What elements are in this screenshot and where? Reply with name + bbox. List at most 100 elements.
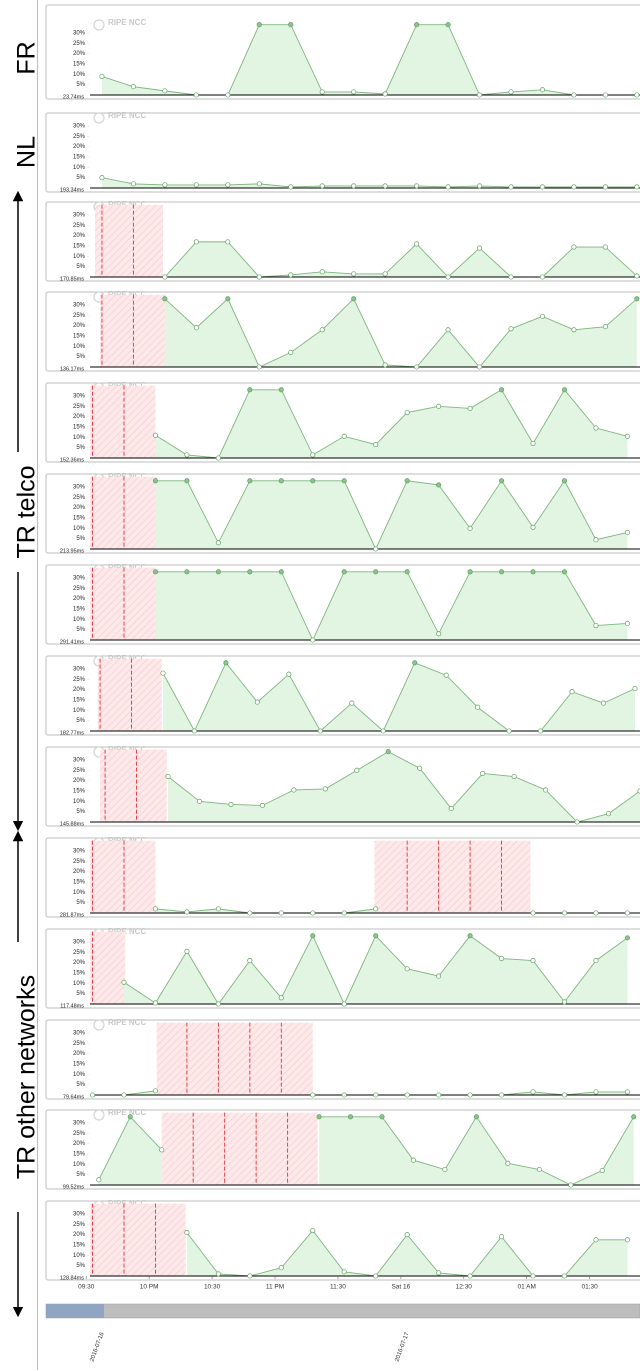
y-tick-label: 10%: [73, 708, 86, 714]
baseline-label: 117.48ms: [60, 1003, 84, 1009]
data-point: [215, 1001, 221, 1007]
data-point: [467, 569, 473, 575]
y-tick-label: 5%: [76, 627, 85, 633]
data-point: [632, 686, 638, 692]
data-point: [600, 700, 607, 706]
data-point: [310, 1092, 316, 1098]
data-point: [184, 569, 190, 575]
baseline-label: 145.88ms: [60, 821, 84, 827]
data-point: [404, 569, 410, 575]
data-point: [317, 728, 323, 734]
y-tick-label: 5%: [76, 82, 85, 88]
y-tick-label: 10%: [73, 1253, 86, 1259]
data-point: [319, 183, 325, 189]
data-point: [605, 811, 612, 817]
data-point: [475, 704, 481, 710]
data-point: [599, 1167, 605, 1174]
data-point: [341, 569, 347, 575]
data-point: [256, 364, 262, 370]
loss-area: [92, 1090, 156, 1095]
loss-area: [155, 571, 628, 640]
data-point: [99, 175, 105, 181]
timeline-track[interactable]: [45, 1303, 640, 1319]
data-point: [382, 183, 388, 189]
data-point: [193, 239, 199, 245]
data-point: [445, 22, 451, 28]
data-point: [499, 478, 505, 484]
data-point: [624, 620, 630, 627]
y-tick-label: 5%: [76, 445, 85, 451]
y-tick-label: 25%: [73, 313, 86, 319]
panel-frame: [45, 1019, 640, 1100]
data-point: [341, 433, 347, 439]
data-point: [162, 274, 168, 280]
data-point: [152, 478, 158, 484]
baseline-label: 281.87ms: [60, 912, 84, 918]
outage-region: [374, 840, 531, 913]
watermark: RIPE NCC: [108, 111, 146, 120]
y-tick-label: 20%: [73, 778, 86, 784]
y-tick-label: 20%: [73, 596, 86, 602]
watermark: RIPE NCC: [108, 381, 146, 390]
data-point: [436, 403, 442, 409]
y-tick-label: 20%: [73, 1232, 86, 1238]
y-tick-label: 20%: [73, 869, 86, 875]
data-point: [286, 671, 292, 677]
y-tick-label: 15%: [73, 62, 86, 68]
data-point: [351, 183, 357, 189]
outage-region: [90, 931, 126, 1004]
data-point: [215, 1271, 221, 1277]
data-point: [152, 1000, 158, 1006]
data-point: [256, 181, 262, 187]
data-point: [436, 482, 442, 488]
outage-region: [90, 567, 156, 640]
timeline-selection[interactable]: [46, 1304, 104, 1318]
y-tick-label: 15%: [73, 244, 86, 250]
data-point: [215, 455, 221, 461]
data-point: [278, 1265, 284, 1271]
data-point: [476, 183, 483, 189]
data-point: [561, 387, 568, 393]
baseline-label: 128.84ms: [60, 1275, 84, 1281]
y-tick-label: 25%: [73, 1041, 86, 1047]
data-point: [373, 906, 379, 912]
watermark-logo: [93, 112, 105, 124]
data-point: [382, 91, 388, 97]
data-point: [539, 313, 546, 319]
data-point: [561, 1092, 568, 1098]
data-point: [215, 569, 221, 575]
y-tick-label: 5%: [76, 175, 85, 181]
data-point: [152, 432, 158, 438]
data-point: [448, 806, 454, 812]
outage-region: [95, 204, 163, 277]
data-point: [225, 239, 231, 245]
panel: RIPE NCC 5% 10% 15% 20% 25% 30% 291.41ms: [45, 563, 640, 645]
data-point: [259, 802, 265, 809]
y-tick-label: 30%: [73, 667, 86, 673]
data-point: [184, 452, 190, 458]
data-point: [310, 478, 316, 484]
data-point: [476, 245, 483, 251]
data-point: [196, 798, 203, 804]
data-point: [373, 1092, 379, 1098]
data-point: [347, 1114, 354, 1120]
data-point: [288, 272, 294, 278]
y-tick-label: 30%: [73, 31, 86, 37]
data-point: [278, 995, 284, 1001]
panel: RIPE NCC 5% 10% 15% 20% 25% 30% 136.17ms: [45, 290, 640, 372]
data-point: [319, 89, 325, 95]
watermark: RIPE NCC: [108, 472, 146, 481]
data-point: [278, 569, 284, 575]
data-point: [445, 184, 451, 190]
data-point: [373, 569, 379, 575]
panel: RIPE NCC 5% 10% 15% 20% 25% 30% 193.34ms: [45, 111, 640, 193]
data-point: [530, 1273, 536, 1279]
watermark-logo: [93, 1109, 105, 1121]
data-point: [291, 787, 297, 793]
y-tick-label: 30%: [73, 394, 86, 400]
data-point: [256, 274, 262, 280]
loss-line: [101, 24, 637, 96]
data-point: [539, 87, 546, 93]
data-point: [228, 801, 234, 807]
data-point: [624, 529, 630, 536]
